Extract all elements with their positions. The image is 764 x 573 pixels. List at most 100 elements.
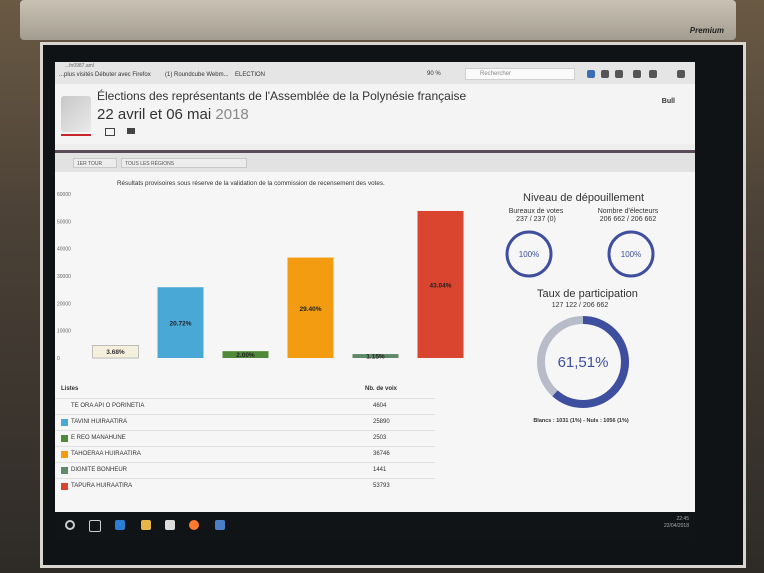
participation-arc bbox=[537, 316, 629, 408]
bookmark-item[interactable]: ...plus visités bbox=[59, 72, 94, 78]
browser-page: ...fn0987.aml ...plus visités Débuter av… bbox=[55, 62, 695, 512]
electeurs-value: 206 662 / 206 662 bbox=[599, 216, 657, 223]
electeurs-label: Nombre d'électeurs bbox=[597, 208, 659, 215]
table-row: TE ORA API O PORINETIA 4604 bbox=[55, 398, 435, 415]
participation-donut: 61,51% bbox=[537, 316, 629, 408]
chart-bar bbox=[287, 257, 334, 358]
search-icon[interactable] bbox=[65, 520, 75, 530]
chart-bar bbox=[222, 351, 269, 358]
chart-view-icon[interactable] bbox=[105, 128, 115, 136]
legend-swatch bbox=[61, 419, 68, 426]
results-panel: Résultats provisoires sous réserve de la… bbox=[55, 172, 695, 512]
home-icon[interactable] bbox=[633, 70, 641, 78]
thunderbird-icon[interactable] bbox=[215, 520, 225, 530]
pocket-icon[interactable] bbox=[649, 70, 657, 78]
list-name: E REO MANAHUNE bbox=[71, 435, 126, 441]
menu-icon[interactable] bbox=[677, 70, 685, 78]
vote-count: 1441 bbox=[373, 467, 387, 473]
list-name: TAPURA HUIRAATIRA bbox=[71, 483, 133, 489]
legend-swatch bbox=[61, 435, 68, 442]
y-tick-label: 20000 bbox=[57, 301, 71, 307]
projector-screen-case: Premium bbox=[20, 0, 736, 40]
y-tick-label: 40000 bbox=[57, 247, 71, 253]
chart-bar bbox=[92, 345, 139, 359]
legend-swatch bbox=[61, 467, 68, 474]
participation-pct: 61,51% bbox=[558, 354, 609, 371]
star-icon[interactable] bbox=[587, 70, 595, 78]
chart-bar bbox=[157, 287, 204, 358]
table-row: TAVINI HUIRAATIRA 25890 bbox=[55, 414, 435, 431]
bookmark-item[interactable]: ELECTION bbox=[235, 72, 266, 78]
legend-swatch bbox=[61, 483, 68, 490]
blancs-nuls: Blancs : 1031 (1%) - Nuls : 1056 (1%) bbox=[533, 418, 629, 424]
electeurs-gauge bbox=[607, 230, 655, 278]
table-row: E REO MANAHUNE 2503 bbox=[55, 430, 435, 447]
date-range: 22 avril et 06 mai bbox=[97, 106, 212, 123]
bar-data-label: 3.68% bbox=[106, 349, 125, 356]
clock-time: 22:45 bbox=[676, 516, 689, 522]
download-icon[interactable] bbox=[615, 70, 623, 78]
electeurs-pct: 100% bbox=[621, 250, 641, 259]
store-icon[interactable] bbox=[165, 520, 175, 530]
legend-swatch bbox=[61, 451, 68, 458]
page-header bbox=[55, 84, 695, 144]
firefox-icon[interactable] bbox=[189, 520, 199, 530]
zoom-level[interactable]: 90 % bbox=[427, 71, 441, 77]
table-header-votes: Nb. de voix bbox=[365, 386, 398, 392]
folder-icon[interactable] bbox=[141, 520, 151, 530]
bureaux-value: 237 / 237 (0) bbox=[516, 216, 556, 223]
search-input[interactable]: Rechercher bbox=[465, 68, 575, 80]
assembly-logo bbox=[61, 96, 91, 132]
vote-count: 36746 bbox=[373, 451, 390, 457]
table-row: DIGNITE BONHEUR 1441 bbox=[55, 462, 435, 479]
list-name: DIGNITE BONHEUR bbox=[71, 467, 128, 473]
bar-data-label: 29.40% bbox=[299, 306, 321, 313]
table-header-list: Listes bbox=[61, 386, 79, 392]
bookmark-item[interactable]: Débuter avec Firefox bbox=[95, 72, 151, 78]
task-view-icon[interactable] bbox=[89, 520, 101, 532]
round-select[interactable]: 1ER TOUR bbox=[73, 158, 117, 168]
bar-data-label: 20.72% bbox=[169, 321, 191, 328]
corner-label: Bull bbox=[661, 98, 675, 105]
y-tick-label: 0 bbox=[57, 356, 60, 362]
bureaux-gauge bbox=[505, 230, 553, 278]
y-tick-label: 60000 bbox=[57, 192, 71, 198]
y-tick-label: 30000 bbox=[57, 274, 71, 280]
bookmark-item[interactable]: (1) Roundcube Webm... bbox=[165, 72, 229, 78]
y-tick-label: 10000 bbox=[57, 329, 71, 335]
results-bar-chart: 0 10000 20000 30000 40000 50000 60000 3.68% 20.7… bbox=[57, 192, 464, 362]
vote-count: 2503 bbox=[373, 435, 387, 441]
filter-bar: 1ER TOUR TOUS LES RÉGIONS bbox=[55, 150, 695, 175]
participation-title: Taux de participation bbox=[537, 288, 638, 300]
bureaux-label: Bureaux de votes bbox=[508, 208, 564, 215]
table-row: TAPURA HUIRAATIRA 53793 bbox=[55, 478, 435, 495]
url-bar[interactable]: ...fn0987.aml bbox=[65, 63, 94, 69]
windows-taskbar: 22:45 22/04/2018 bbox=[55, 512, 695, 538]
page-title: Élections des représentants de l'Assembl… bbox=[97, 89, 467, 103]
edge-icon[interactable] bbox=[115, 520, 125, 530]
y-tick-label: 50000 bbox=[57, 219, 71, 225]
chart-bar bbox=[352, 354, 399, 358]
vote-count: 4604 bbox=[373, 403, 387, 409]
taskbar-clock: 22:45 22/04/2018 bbox=[664, 516, 689, 530]
bar-data-label: 2.00% bbox=[236, 352, 255, 359]
list-name: TAVINI HUIRAATIRA bbox=[71, 419, 128, 425]
provisional-note: Résultats provisoires sous réserve de la… bbox=[117, 180, 385, 187]
vote-count: 25890 bbox=[373, 419, 390, 425]
region-select[interactable]: TOUS LES RÉGIONS bbox=[121, 158, 247, 168]
depouillement-gauges: 100% 100% bbox=[505, 230, 655, 278]
list-name: TE ORA API O PORINETIA bbox=[71, 403, 145, 409]
legend-swatch bbox=[61, 403, 68, 410]
browser-toolbar: ...fn0987.aml ...plus visités Débuter av… bbox=[55, 62, 695, 85]
page-subtitle: 22 avril et 06 mai 2018 bbox=[97, 106, 249, 123]
participation-value: 127 122 / 206 662 bbox=[551, 302, 609, 309]
bar-data-label: 1.15% bbox=[366, 354, 385, 361]
list-name: TAHOERAA HUIRAATIRA bbox=[71, 451, 141, 457]
logo-accent bbox=[61, 134, 91, 136]
clock-date: 22/04/2018 bbox=[663, 523, 689, 529]
mail-icon[interactable] bbox=[127, 128, 135, 134]
date-year: 2018 bbox=[215, 106, 249, 123]
library-icon[interactable] bbox=[601, 70, 609, 78]
screen-brand: Premium bbox=[689, 26, 724, 35]
bar-data-label: 43.04% bbox=[429, 282, 451, 289]
